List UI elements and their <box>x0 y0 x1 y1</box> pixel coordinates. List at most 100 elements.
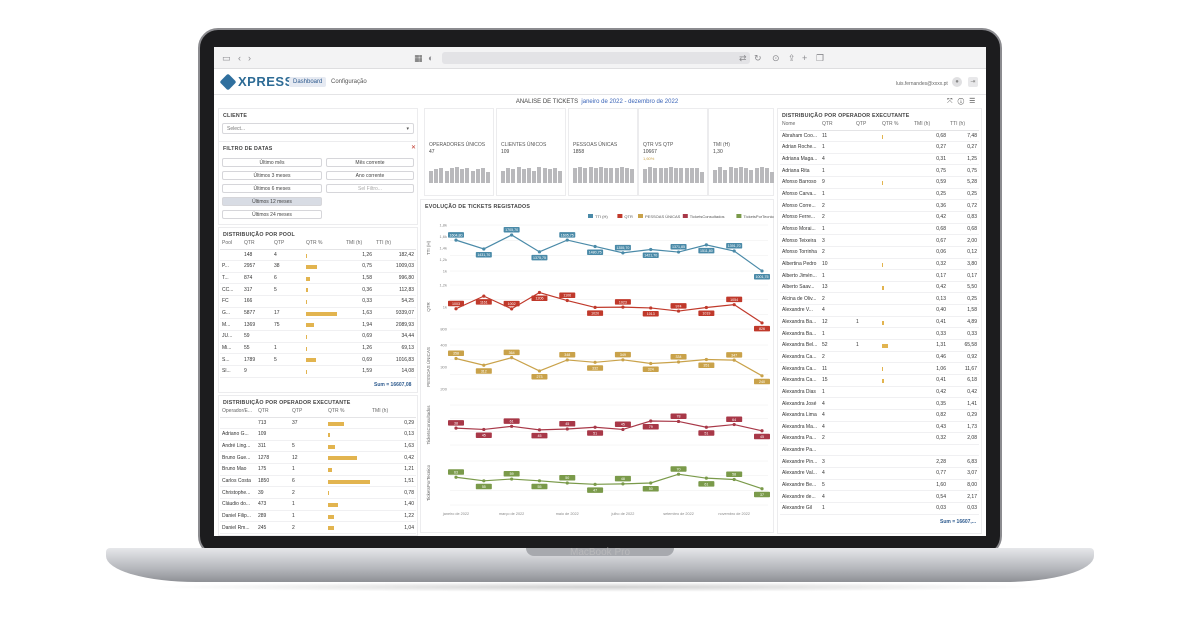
menu-icon[interactable]: ☰ <box>969 98 981 105</box>
table-row[interactable]: Mi... 55 1 1,26 69,13 <box>220 342 416 355</box>
tab-dashboard[interactable]: Dashboard <box>289 77 327 87</box>
data-point[interactable] <box>676 250 681 254</box>
sidebar-icon[interactable]: ▭ <box>222 53 231 63</box>
table-row[interactable]: Alexandre V... 4 0,40 1,58 <box>780 304 979 317</box>
table-row[interactable]: Alexandre Pin... 3 2,28 6,83 <box>780 455 979 469</box>
data-point[interactable] <box>649 306 653 310</box>
column-header[interactable]: QTP <box>272 238 304 250</box>
user-icon[interactable]: ● <box>952 77 962 87</box>
table-row[interactable]: André Ling... 311 5 1,63 <box>220 440 416 453</box>
table-row[interactable]: Adriano G... 109 0,13 <box>220 428 416 441</box>
data-point[interactable] <box>621 251 625 255</box>
column-header[interactable]: QTR % <box>304 238 344 250</box>
data-point[interactable] <box>537 479 542 483</box>
table-row[interactable]: Alexandra Ba... 1 0,33 0,33 <box>780 327 979 341</box>
data-point[interactable] <box>565 427 569 431</box>
tab-configuracao[interactable]: Configuração <box>331 79 367 85</box>
data-point[interactable] <box>482 363 486 367</box>
table-row[interactable]: Alexandra Dias 1 0,42 0,42 <box>780 386 979 399</box>
table-row[interactable]: Afonso Teixeira 3 0,67 2,00 <box>780 234 979 247</box>
table-row[interactable]: Afonso Carva... 1 0,25 0,25 <box>780 188 979 201</box>
table-row[interactable]: Afonso Barroso 9 0,59 5,28 <box>780 176 979 189</box>
data-point[interactable] <box>482 479 486 483</box>
data-point[interactable] <box>676 360 681 364</box>
table-row[interactable]: Cláudio do... 473 1 1,40 <box>220 498 416 511</box>
data-point[interactable] <box>537 369 542 373</box>
date-btn-ultimo-mes[interactable]: Último mês <box>222 158 322 167</box>
table-row[interactable]: Alexandre Be... 5 1,60 8,00 <box>780 479 979 492</box>
table-row[interactable]: S... 1789 5 0,69 1016,83 <box>220 353 416 366</box>
data-point[interactable] <box>454 426 458 430</box>
data-point[interactable] <box>760 487 764 491</box>
column-header[interactable]: TTI (h) <box>948 119 979 131</box>
table-row[interactable]: Alberto Jimén... 1 0,17 0,17 <box>780 269 979 282</box>
table-row[interactable]: Alexandre Gil 1 0,03 0,03 <box>780 502 979 515</box>
data-point[interactable] <box>704 357 708 362</box>
table-row[interactable]: Alexandra Ba... 12 1 0,41 4,89 <box>780 316 979 329</box>
table-row[interactable]: 713 37 0,29 <box>220 417 416 430</box>
new-tab-icon[interactable]: + <box>802 53 808 63</box>
data-point[interactable] <box>732 249 736 253</box>
share-icon[interactable]: ⇪ <box>788 53 796 63</box>
column-header[interactable]: TMI (h) <box>370 406 416 418</box>
column-header[interactable]: TMI (h) <box>912 119 948 131</box>
data-point[interactable] <box>760 269 764 273</box>
data-point[interactable] <box>565 298 569 303</box>
tabs-icon[interactable]: ❐ <box>816 53 825 63</box>
column-header[interactable]: QTR % <box>880 119 912 131</box>
data-point[interactable] <box>704 476 708 480</box>
data-point[interactable] <box>510 424 514 428</box>
download-icon[interactable]: ⊙ <box>772 53 780 63</box>
data-point[interactable] <box>454 307 458 311</box>
table-row[interactable]: Sl... 9 1,59 14,08 <box>220 365 416 378</box>
table-row[interactable]: Alexandre Val... 4 0,77 3,07 <box>780 467 979 480</box>
table-row[interactable]: P... 2957 38 0,75 1009,03 <box>220 260 416 273</box>
column-header[interactable]: QTR <box>256 406 290 418</box>
column-header[interactable]: Nome <box>780 119 820 131</box>
table-row[interactable]: FC 166 0,33 54,25 <box>220 295 416 308</box>
column-header[interactable]: QTR <box>820 119 854 131</box>
table-row[interactable]: Afonso Torrinha 2 0,06 0,12 <box>780 246 979 259</box>
data-point[interactable] <box>482 294 486 298</box>
table-row[interactable]: 148 4 1,26 182,42 <box>220 249 416 262</box>
column-header[interactable]: QTR % <box>326 406 370 418</box>
data-point[interactable] <box>454 475 458 479</box>
table-row[interactable]: Alcina de Oliv... 2 0,13 0,25 <box>780 292 979 306</box>
data-point[interactable] <box>593 482 597 486</box>
data-point[interactable] <box>593 244 597 249</box>
date-btn-ultimos-3-meses[interactable]: Últimos 3 meses <box>222 171 322 180</box>
date-btn-ano-corrente[interactable]: Ano corrente <box>326 171 414 180</box>
table-row[interactable]: Alexandra Bel... 52 1 1,31 65,58 <box>780 339 979 352</box>
table-row[interactable]: G... 5877 17 1,63 9339,07 <box>220 307 416 320</box>
table-row[interactable]: Abraham Coo... 11 0,68 7,48 <box>780 130 979 143</box>
data-point[interactable] <box>732 303 736 307</box>
data-point[interactable] <box>593 360 597 364</box>
data-point[interactable] <box>454 238 458 242</box>
extension-icon[interactable]: ▦ <box>414 53 423 63</box>
logout-icon[interactable]: ⇥ <box>968 77 978 87</box>
date-btn-ultimos-6-meses[interactable]: Últimos 6 meses <box>222 184 322 193</box>
clear-filter-icon[interactable]: ✕ <box>411 145 417 151</box>
data-point[interactable] <box>732 358 736 362</box>
data-point[interactable] <box>649 481 653 485</box>
column-header[interactable]: Pool <box>220 238 242 250</box>
date-btn-ultimos-12-meses[interactable]: Últimos 12 meses <box>222 197 322 206</box>
table-row[interactable]: Albertina Pedro 10 0,32 3,80 <box>780 258 979 271</box>
data-point[interactable] <box>649 247 653 252</box>
data-point[interactable] <box>593 425 597 429</box>
data-point[interactable] <box>760 429 764 433</box>
data-point[interactable] <box>621 305 625 309</box>
table-row[interactable]: Alexandra Ca... 2 0,46 0,92 <box>780 351 979 364</box>
table-row[interactable]: JU... 59 0,69 34,44 <box>220 330 416 343</box>
table-row[interactable]: Afonso Morai... 1 0,68 0,68 <box>780 223 979 236</box>
fullscreen-icon[interactable]: ⤧ <box>947 98 958 105</box>
data-point[interactable] <box>510 477 514 481</box>
data-point[interactable] <box>649 361 653 366</box>
data-point[interactable] <box>482 247 486 251</box>
info-icon[interactable]: ⓘ <box>957 98 970 105</box>
column-header[interactable]: Operador/E... <box>220 406 256 418</box>
legend-label[interactable]: QTR <box>624 214 633 219</box>
table-row[interactable]: Alexandre de... 4 0,54 2,17 <box>780 490 979 503</box>
date-btn-sel-filtro[interactable]: Sel Filtro... <box>326 184 414 193</box>
table-row[interactable]: Alexandra Pa... 2 0,32 2,08 <box>780 432 979 445</box>
